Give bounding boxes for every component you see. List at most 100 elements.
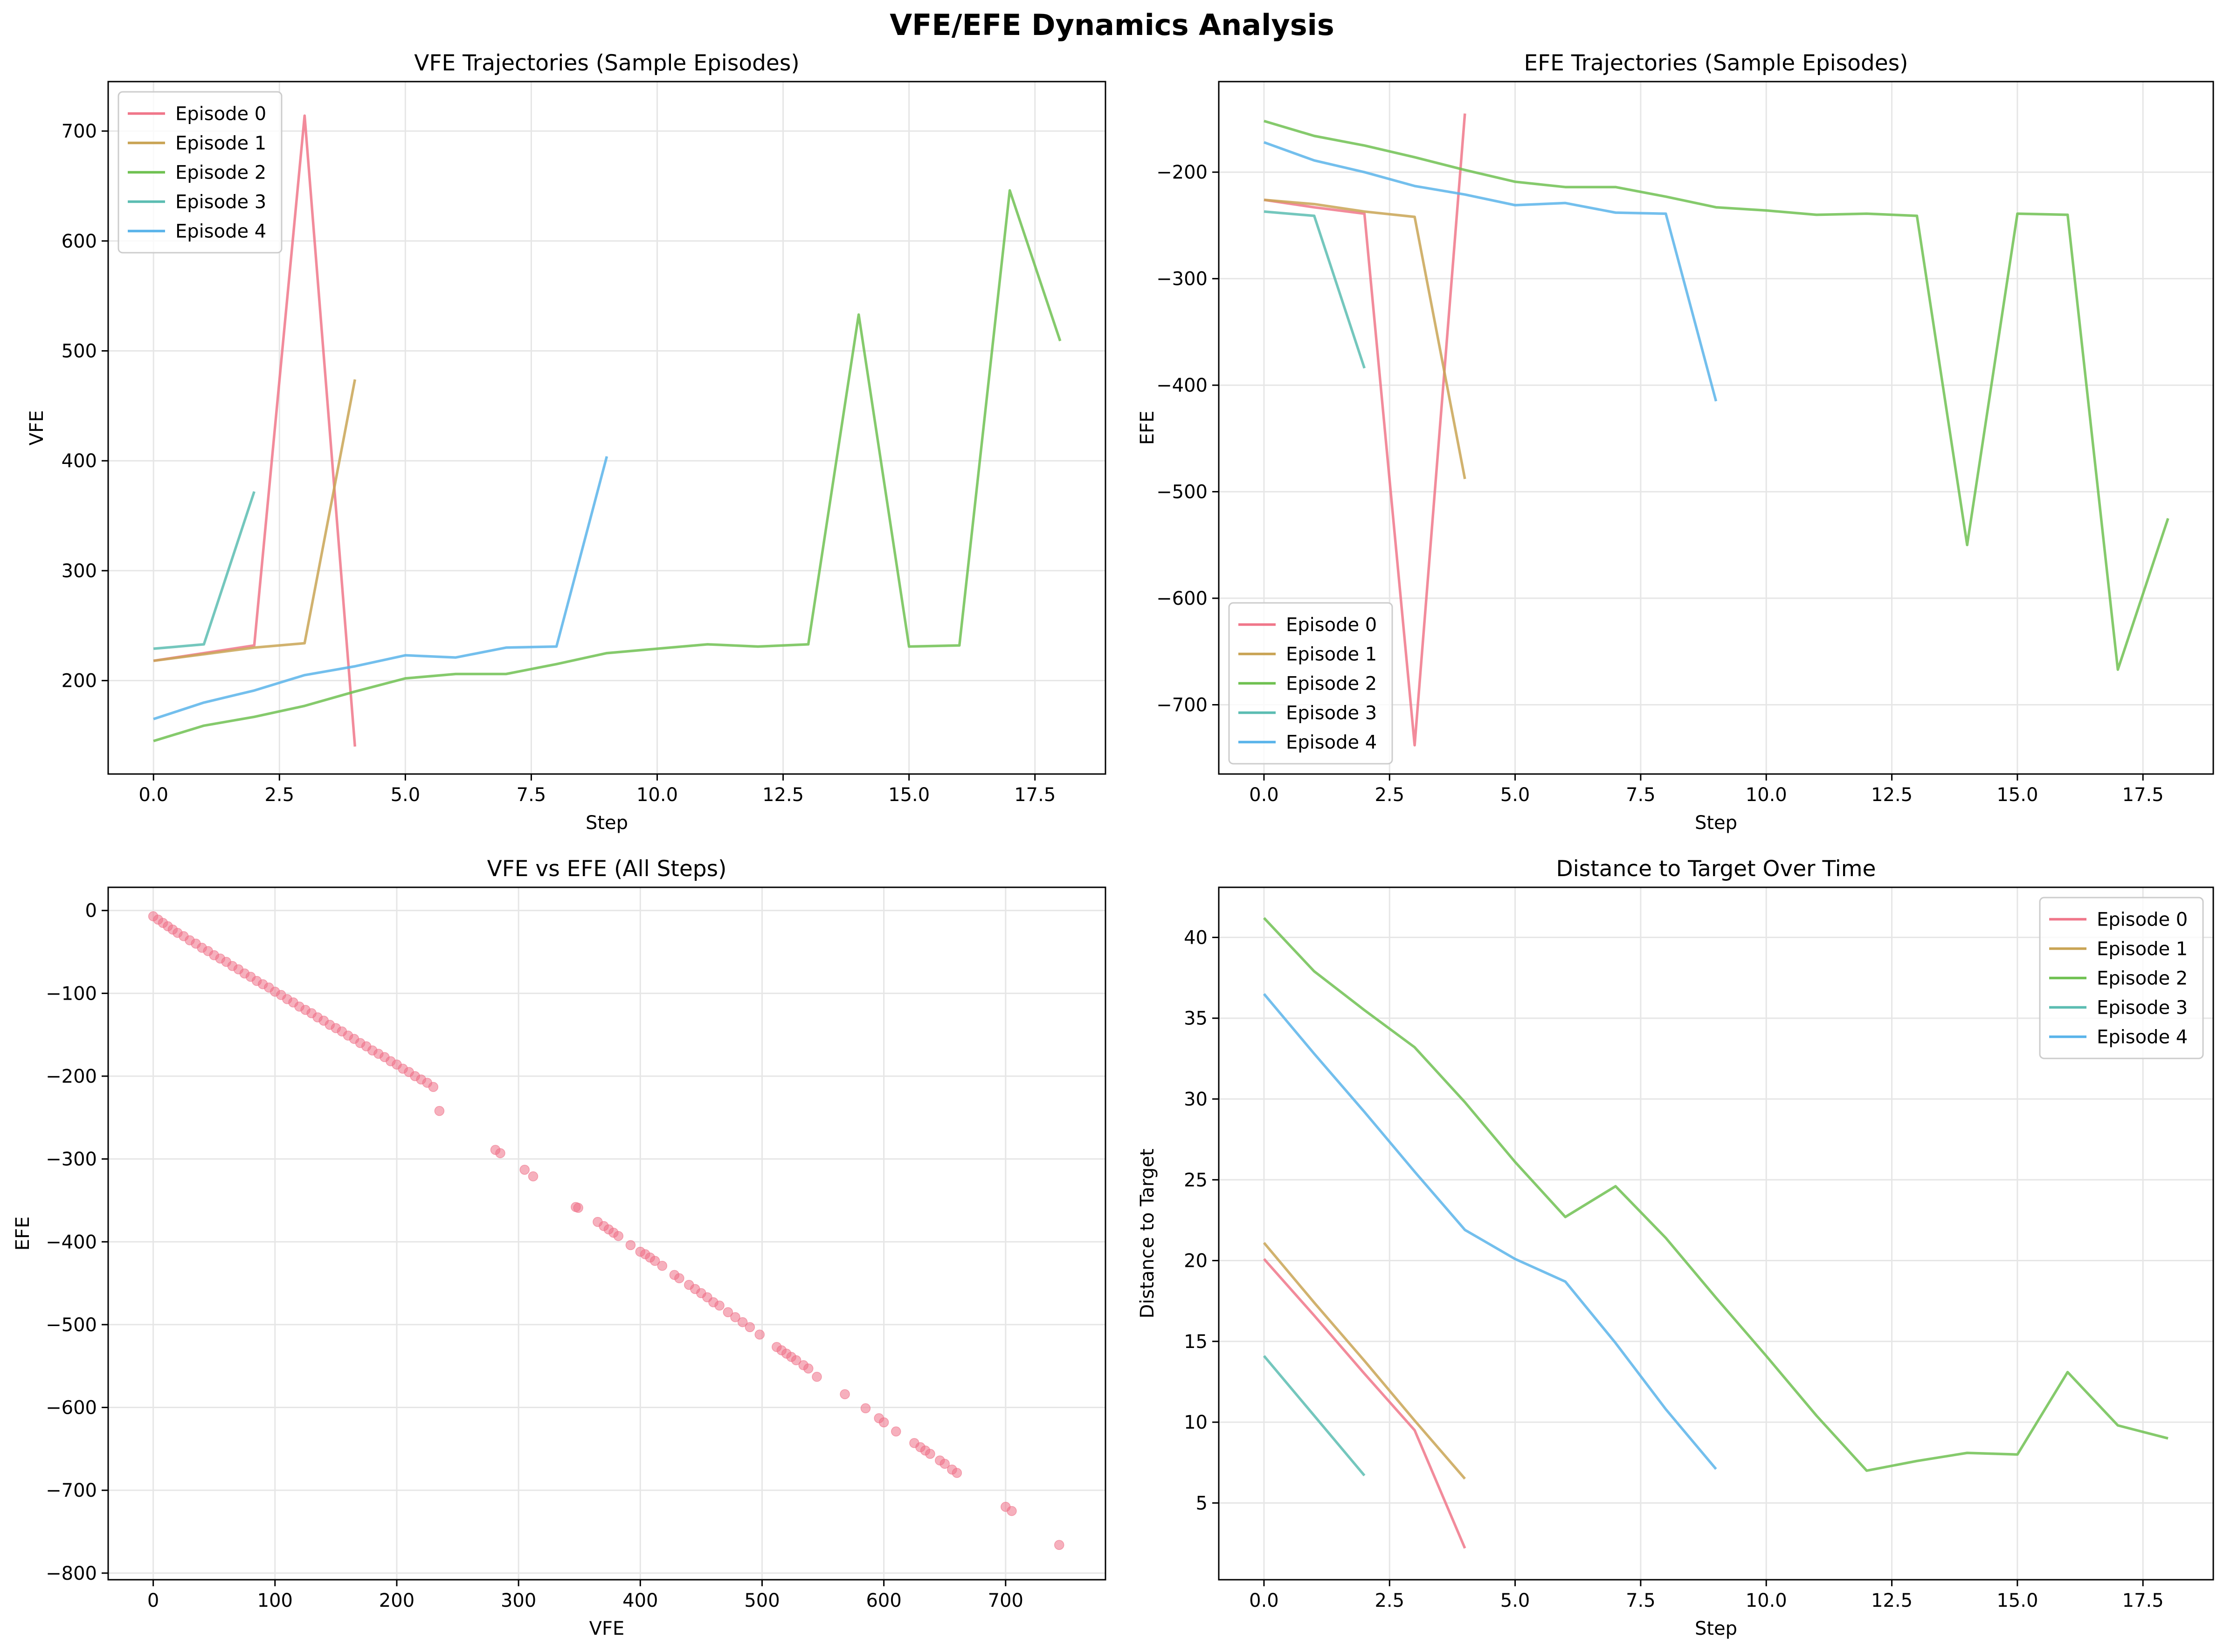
series-line-episode-2	[153, 189, 1062, 742]
x-tick-label: 5.0	[391, 784, 421, 806]
legend: Episode 0 Episode 1 Episode 2 Episode 3 Epis…	[1228, 602, 1393, 765]
series-line-episode-4	[1264, 141, 1718, 402]
scatter-point	[519, 1164, 530, 1175]
legend-label-episode-2: Episode 2	[1286, 673, 1377, 695]
x-tick-label: 2.5	[1374, 1590, 1404, 1611]
y-tick-label: 25	[1184, 1169, 1208, 1191]
scatter-point	[745, 1322, 755, 1332]
series-line-episode-1	[1263, 1242, 1466, 1480]
panels: 0.0 2.5 5.0 7.5 10.0 12.5 15.0 17.5200300400500…	[12, 50, 2214, 1639]
plot-frame	[1218, 81, 2214, 775]
y-tick-label: −800	[46, 1563, 97, 1584]
y-tick-label: −200	[1156, 162, 1208, 183]
scatter-point	[925, 1449, 935, 1459]
series-line-episode-0	[1263, 1258, 1466, 1549]
x-axis-label: Step	[1695, 1618, 1737, 1639]
x-tick-label: 12.5	[1871, 1590, 1913, 1611]
scatter-point	[812, 1372, 822, 1382]
panel-vfe: 0.0 2.5 5.0 7.5 10.0 12.5 15.0 17.5 200 300 400 500…	[26, 50, 1106, 834]
x-tick-label: 2.5	[264, 784, 294, 806]
legend-label-episode-4: Episode 4	[1286, 732, 1377, 753]
y-tick-label: 500	[62, 341, 97, 362]
scatter-point	[891, 1426, 901, 1437]
x-tick-label: 10.0	[1746, 784, 1787, 806]
legend-label-episode-0: Episode 0	[1286, 615, 1377, 636]
y-tick-label: 700	[62, 121, 97, 142]
x-axis-label: Step	[586, 812, 628, 834]
scatter-point	[723, 1307, 733, 1317]
scatter-point	[428, 1082, 439, 1092]
y-tick-label: −400	[46, 1231, 97, 1253]
x-tick-label: 7.5	[517, 784, 546, 806]
y-tick-label: 30	[1184, 1089, 1208, 1110]
y-tick-label: 5	[1196, 1493, 1208, 1514]
x-axis-label: Step	[1695, 812, 1737, 834]
series-line-episode-2	[1264, 119, 2169, 671]
legend-label-episode-0: Episode 0	[2097, 909, 2188, 931]
legend-label-episode-2: Episode 2	[2097, 968, 2188, 989]
plot-frame	[107, 886, 1106, 1581]
legend-box	[117, 91, 283, 254]
scatter-point	[613, 1231, 624, 1241]
series-line-episode-3	[1264, 210, 1366, 369]
series-line-episode-1	[153, 379, 357, 662]
y-tick-label: 0	[85, 900, 97, 922]
y-tick-label: −200	[46, 1066, 97, 1087]
x-tick-label: 200	[379, 1590, 414, 1611]
y-tick-label: −300	[1156, 269, 1208, 290]
legend-label-episode-3: Episode 3	[175, 192, 266, 213]
scatter-point	[878, 1417, 889, 1428]
panel-distance: 0.0 2.5 5.0 7.5 10.0 12.5 15.0 17.5 5 10 15 20 25 30 3…	[1137, 856, 2214, 1639]
scatter-point	[625, 1240, 636, 1251]
scatter-point	[803, 1363, 814, 1374]
legend-label-episode-1: Episode 1	[175, 133, 266, 154]
legend-box	[2039, 897, 2204, 1059]
chart-title: VFE Trajectories (Sample Episodes)	[414, 50, 799, 76]
panel-efe: 0.0 2.5 5.0 7.5 10.0 12.5 15.0 17.5 −700 −600 −500…	[1137, 50, 2214, 834]
panel-scatter: 0 100 200 300 400 500 600 700 −800 −700 −600 −500 −4…	[12, 856, 1106, 1639]
chart-title: VFE vs EFE (All Steps)	[487, 856, 727, 882]
figure-suptitle: VFE/EFE Dynamics Analysis	[890, 8, 1334, 42]
series-line-episode-3	[1263, 1355, 1366, 1477]
y-axis-label: VFE	[26, 410, 48, 446]
y-tick-label: 15	[1184, 1331, 1208, 1353]
legend-label-episode-0: Episode 0	[175, 104, 266, 125]
x-tick-label: 0.0	[138, 784, 168, 806]
scatter-point	[860, 1403, 871, 1414]
y-tick-label: 40	[1184, 927, 1208, 948]
x-tick-label: 400	[622, 1590, 658, 1611]
scatter-point	[754, 1329, 765, 1340]
y-tick-label: −300	[46, 1149, 97, 1170]
scatter-point	[939, 1458, 950, 1469]
x-axis-label: VFE	[589, 1618, 625, 1639]
chart-title: Distance to Target Over Time	[1556, 856, 1876, 882]
y-tick-label: 600	[62, 231, 97, 252]
x-tick-label: 700	[988, 1590, 1023, 1611]
legend-label-episode-4: Episode 4	[175, 221, 266, 242]
y-tick-label: 20	[1184, 1251, 1208, 1272]
x-tick-label: 15.0	[888, 784, 930, 806]
scatter-point	[649, 1256, 660, 1266]
scatter-point	[528, 1171, 539, 1182]
y-tick-label: −700	[46, 1480, 97, 1501]
plot-frame	[1218, 886, 2214, 1581]
y-tick-label: 300	[62, 560, 97, 582]
scatter-point	[657, 1261, 668, 1271]
y-tick-label: −600	[46, 1397, 97, 1419]
legend: Episode 0 Episode 1 Episode 2 Episode 3 Epis…	[2039, 897, 2204, 1059]
series-line-episode-2	[1263, 917, 2169, 1472]
x-tick-label: 12.5	[762, 784, 804, 806]
x-tick-label: 10.0	[1746, 1590, 1787, 1611]
x-tick-label: 600	[866, 1590, 901, 1611]
legend-label-episode-1: Episode 1	[2097, 939, 2188, 960]
y-tick-label: 10	[1184, 1412, 1208, 1433]
x-tick-label: 15.0	[1996, 1590, 2038, 1611]
y-tick-label: 35	[1184, 1008, 1208, 1030]
scatter-point	[495, 1148, 505, 1158]
x-tick-label: 17.5	[2122, 1590, 2164, 1611]
legend-label-episode-4: Episode 4	[2097, 1027, 2188, 1048]
x-tick-label: 0.0	[1249, 784, 1279, 806]
scatter-point	[674, 1273, 684, 1284]
